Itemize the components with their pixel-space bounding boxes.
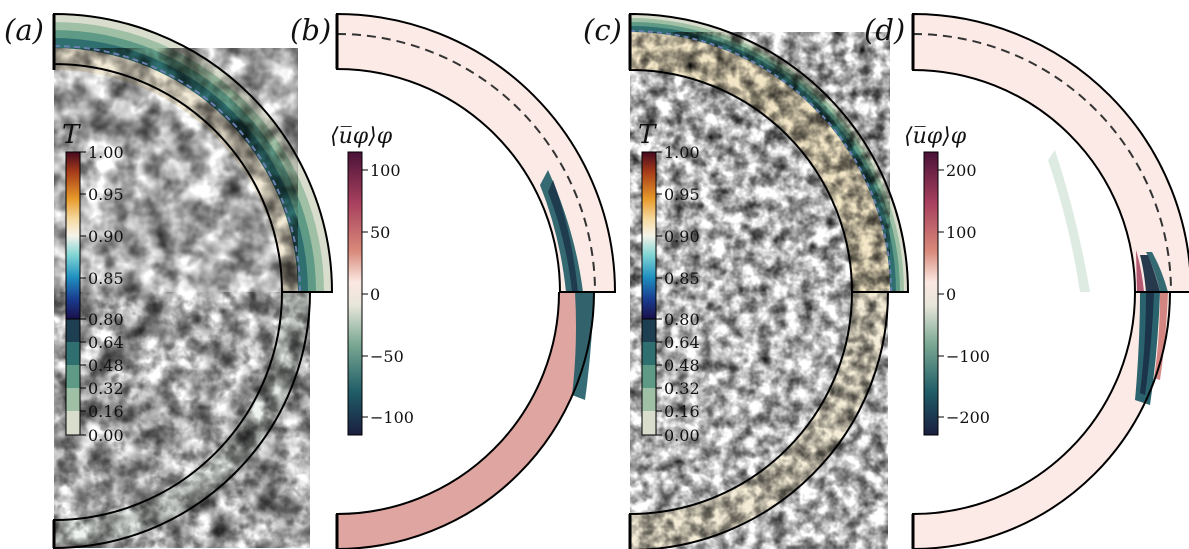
svg-text:−100: −100: [370, 408, 414, 427]
svg-text:1.00: 1.00: [664, 143, 700, 162]
svg-text:0.90: 0.90: [664, 227, 700, 246]
panel-b-label: (b): [290, 13, 331, 47]
panel-b-shell-upper: [337, 14, 615, 292]
svg-text:0.00: 0.00: [664, 426, 700, 445]
panel-d: (d): [864, 12, 1189, 549]
colorbar-T-a-title: T: [62, 120, 81, 150]
svg-text:0.80: 0.80: [664, 310, 700, 329]
svg-text:0.64: 0.64: [664, 333, 700, 352]
svg-text:100: 100: [370, 161, 401, 180]
svg-text:200: 200: [946, 161, 977, 180]
svg-text:0.90: 0.90: [88, 227, 124, 246]
svg-text:0.16: 0.16: [88, 402, 124, 421]
panel-a: (a): [4, 12, 334, 549]
svg-text:0.00: 0.00: [88, 426, 124, 445]
panel-b: (b): [290, 12, 617, 549]
colorbar-u-b-title: ⟨u̅φ⟩φ: [330, 124, 393, 149]
svg-text:0.95: 0.95: [88, 185, 124, 204]
colorbar-u-d-title: ⟨u̅φ⟩φ: [904, 124, 967, 149]
colorbar-T-c-ticks: 1.00 0.95 0.90 0.85 0.80 0.64 0.48 0.32 …: [656, 143, 700, 445]
panel-d-shell-upper: [913, 14, 1189, 292]
colorbar-u-b: ⟨u̅φ⟩φ 100 50 0 −50 −100: [330, 124, 414, 436]
colorbar-u-d-ticks: 200 100 0 −100 −200: [938, 161, 990, 427]
svg-text:0.95: 0.95: [664, 185, 700, 204]
svg-text:0.48: 0.48: [664, 356, 700, 375]
svg-text:50: 50: [370, 223, 390, 242]
colorbar-T-a-ticks: 1.00 0.95 0.90 0.85 0.80 0.64 0.48 0.32 …: [80, 143, 124, 445]
svg-text:0: 0: [370, 285, 380, 304]
svg-text:0.16: 0.16: [664, 402, 700, 421]
colorbar-T-c-title: T: [638, 120, 657, 150]
panel-c-label: (c): [583, 13, 622, 47]
svg-text:100: 100: [946, 223, 977, 242]
panel-d-label: (d): [864, 13, 905, 47]
svg-text:0.85: 0.85: [88, 269, 124, 288]
colorbar-T-c: T 1.00 0.95 0.90 0.85 0.80 0.64 0.48 0.3…: [638, 120, 700, 445]
svg-text:−100: −100: [946, 347, 990, 366]
svg-text:0.32: 0.32: [664, 379, 700, 398]
svg-text:1.00: 1.00: [88, 143, 124, 162]
colorbar-T-a: T 1.00 0.95 0.90 0.85 0.80 0.64 0.48 0.3…: [62, 120, 124, 445]
panel-a-interface-line: [53, 45, 301, 293]
svg-text:−50: −50: [370, 347, 404, 366]
panel-a-label: (a): [4, 13, 44, 47]
panel-d-jet-upper: [1136, 250, 1144, 292]
svg-text:0.48: 0.48: [88, 356, 124, 375]
svg-text:0: 0: [946, 285, 956, 304]
svg-text:0.32: 0.32: [88, 379, 124, 398]
svg-text:−200: −200: [946, 408, 990, 427]
colorbar-u-d: ⟨u̅φ⟩φ 200 100 0 −100 −200: [904, 124, 990, 436]
colorbar-u-b-ticks: 100 50 0 −50 −100: [362, 161, 414, 427]
panel-c: (c): [583, 12, 910, 549]
svg-text:0.64: 0.64: [88, 333, 124, 352]
panel-b-jet-lower: [572, 292, 594, 400]
svg-text:0.85: 0.85: [664, 269, 700, 288]
svg-text:0.80: 0.80: [88, 310, 124, 329]
